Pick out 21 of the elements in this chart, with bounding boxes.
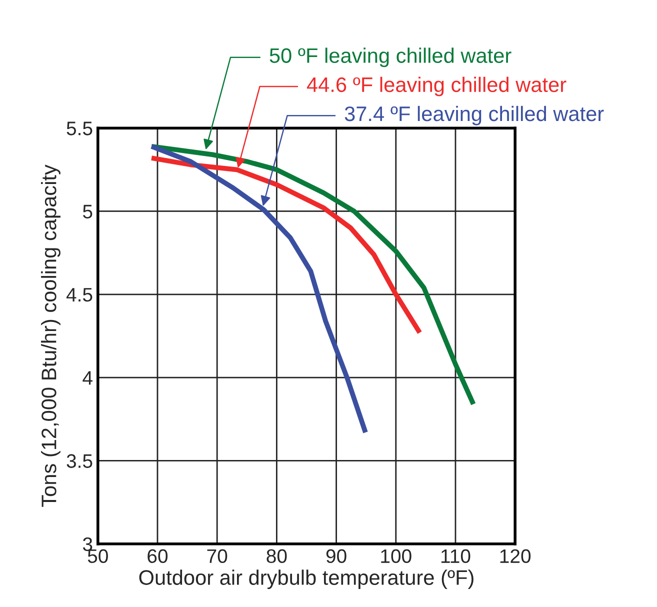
x-tick-label: 100	[381, 549, 412, 564]
y-tick-label: 5	[82, 204, 92, 218]
y-axis-title: Tons (12,000 Btu/hr) cooling capacity	[41, 164, 60, 507]
x-tick-label: 60	[148, 549, 168, 564]
line-series	[149, 156, 422, 336]
line-series	[149, 144, 476, 407]
y-tick-label: 5.5	[66, 122, 92, 136]
y-tick-label: 4.5	[66, 288, 92, 302]
x-tick-label: 120	[500, 549, 531, 564]
annotation: 50 ºF leaving chilled water	[270, 48, 512, 68]
x-tick-label: 70	[207, 549, 228, 564]
line-series	[149, 144, 368, 435]
annotation: 37.4 ºF leaving chilled water	[344, 106, 604, 126]
y-tick-label: 3.5	[66, 454, 92, 468]
x-tick-label: 90	[326, 549, 346, 564]
x-axis-title: Outdoor air drybulb temperature (ºF)	[139, 570, 474, 590]
x-tick-label: 50	[88, 549, 108, 564]
x-tick-label: 110	[441, 549, 470, 564]
x-tick-label: 80	[266, 549, 287, 564]
y-tick-label: 4	[82, 371, 92, 385]
annotation: 44.6 ºF leaving chilled water	[306, 76, 566, 96]
